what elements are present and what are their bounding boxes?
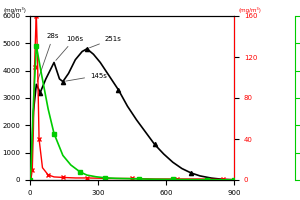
Text: 145s: 145s bbox=[66, 73, 107, 81]
Text: (mg/m³): (mg/m³) bbox=[4, 7, 26, 13]
Text: (mg/m³): (mg/m³) bbox=[299, 7, 300, 13]
Text: 251s: 251s bbox=[89, 36, 122, 48]
Text: 106s: 106s bbox=[56, 36, 83, 60]
Text: (mg/m³): (mg/m³) bbox=[238, 7, 261, 13]
Text: 28s: 28s bbox=[37, 33, 59, 82]
